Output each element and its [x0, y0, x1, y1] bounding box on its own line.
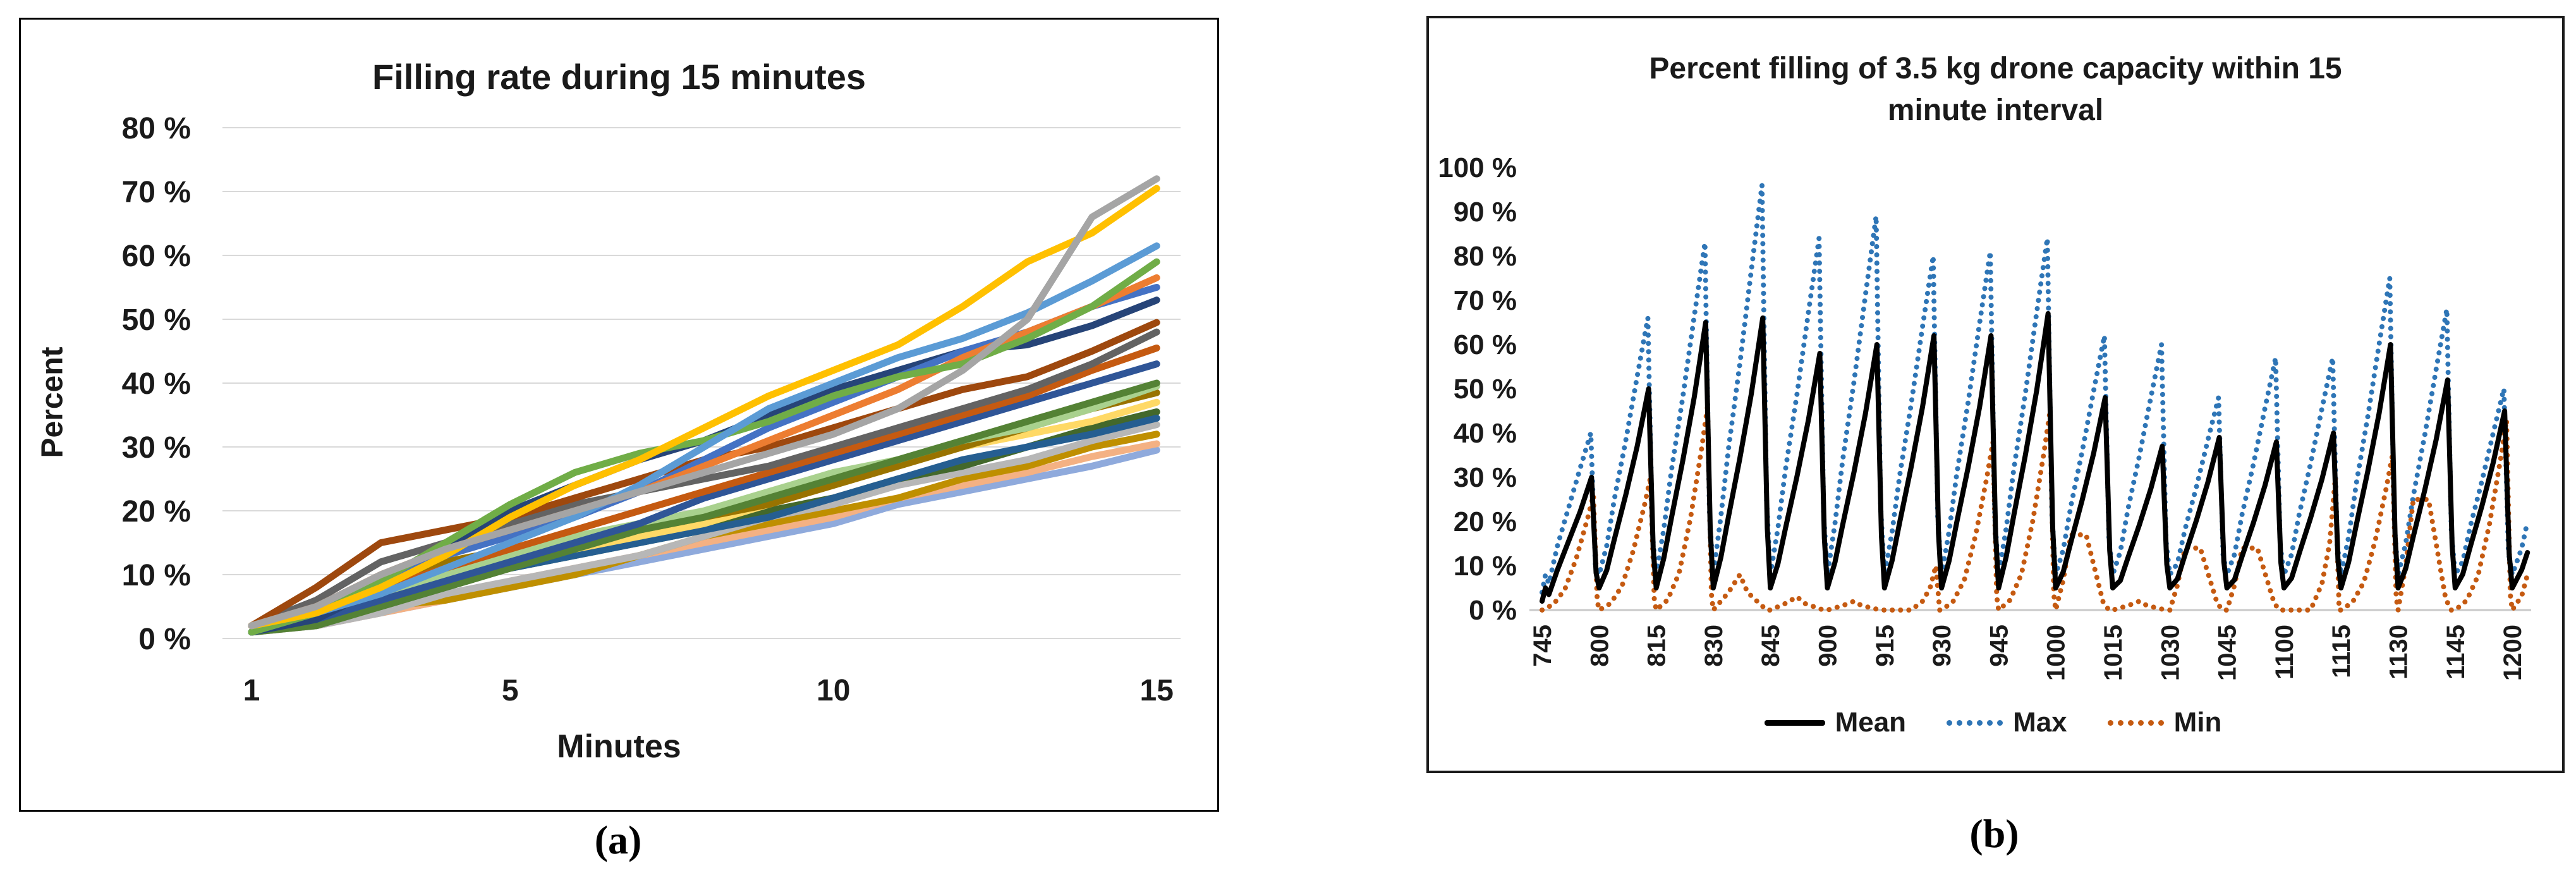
chart-a-x-ticks: 1 5 10 15 — [243, 674, 1174, 707]
y-tick-label: 0 % — [138, 623, 191, 656]
chart-a-title: Filling rate during 15 minutes — [372, 57, 866, 97]
y-tick-label: 60 % — [1454, 329, 1517, 360]
x-tick-label: 1045 — [2214, 625, 2242, 681]
chart-a-y-axis-label: Percent — [35, 346, 70, 458]
series-line-11 — [248, 360, 1160, 636]
x-tick-label: 1100 — [2271, 625, 2299, 680]
x-tick-label: 845 — [1757, 625, 1785, 667]
chart-a-series — [248, 175, 1160, 636]
mean-line-icon — [1764, 719, 1825, 726]
y-tick-label: 20 % — [122, 495, 191, 529]
panel-a: Filling rate during 15 minutes Percent M… — [19, 18, 1219, 812]
series-line-21 — [248, 175, 1160, 630]
x-tick-label: 1015 — [2099, 625, 2127, 681]
legend-label-min: Min — [2173, 707, 2222, 738]
series-line-19 — [248, 242, 1160, 630]
caption-a: (a) — [594, 817, 642, 862]
chart-a-y-ticks: 0 % 10 % 20 % 30 % 40 % 50 % 60 % 70 % 80 % — [122, 112, 191, 656]
y-tick-label: 100 % — [1438, 152, 1517, 183]
y-tick-label: 50 % — [122, 303, 191, 337]
x-tick-label: 930 — [1928, 625, 1956, 667]
x-tick-label: 1030 — [2156, 625, 2184, 681]
x-tick-label: 10 — [817, 674, 850, 707]
y-tick-label: 70 % — [1454, 285, 1517, 316]
legend-item-max: Max — [1947, 707, 2067, 738]
x-tick-label: 1000 — [2043, 625, 2070, 681]
chart-a-x-axis-label: Minutes — [557, 728, 681, 765]
legend-item-min: Min — [2107, 707, 2222, 738]
x-tick-label: 800 — [1586, 625, 1613, 667]
y-tick-label: 80 % — [122, 112, 191, 145]
panel-b: Percent filling of 3.5 kg drone capacity… — [1426, 16, 2565, 773]
series-line-20 — [248, 185, 1160, 630]
y-tick-label: 60 % — [122, 240, 191, 273]
chart-b-series — [1540, 183, 2530, 613]
y-tick-label: 30 % — [1454, 462, 1517, 493]
y-tick-label: 50 % — [1454, 374, 1517, 405]
x-tick-label: 915 — [1871, 625, 1899, 667]
y-tick-label: 30 % — [122, 431, 191, 465]
series-line-13 — [248, 328, 1160, 630]
x-tick-label: 1145 — [2442, 625, 2470, 680]
y-tick-label: 70 % — [122, 176, 191, 209]
x-tick-label: 15 — [1140, 674, 1174, 707]
caption-b: (b) — [1969, 811, 2019, 856]
x-tick-label: 945 — [1985, 625, 2013, 667]
series-line-04 — [248, 421, 1160, 636]
x-tick-label: 745 — [1529, 625, 1557, 667]
y-tick-label: 80 % — [1454, 241, 1517, 272]
x-tick-label: 1115 — [2328, 625, 2355, 678]
series-max — [1540, 183, 2530, 595]
y-tick-label: 90 % — [1454, 197, 1517, 228]
x-tick-label: 1200 — [2499, 625, 2527, 681]
y-tick-label: 40 % — [122, 367, 191, 401]
y-tick-label: 0 % — [1469, 595, 1517, 626]
chart-b-x-ticks: 745 800 815 830 845 900 915 930 945 1000 1015 1030 1… — [1529, 625, 2527, 681]
legend-label-mean: Mean — [1835, 707, 1907, 738]
y-tick-label: 10 % — [122, 559, 191, 592]
x-tick-label: 5 — [502, 674, 519, 707]
x-tick-label: 1130 — [2385, 625, 2413, 680]
max-dots-icon — [1947, 719, 2003, 726]
x-tick-label: 1 — [243, 674, 260, 707]
y-tick-label: 40 % — [1454, 418, 1517, 449]
y-tick-label: 10 % — [1454, 551, 1517, 582]
chart-b-title-line2: minute interval — [1887, 94, 2104, 127]
legend-label-max: Max — [2013, 707, 2067, 738]
x-tick-label: 900 — [1814, 625, 1842, 667]
series-line-10 — [248, 379, 1160, 636]
x-tick-label: 815 — [1643, 625, 1671, 667]
legend-item-mean: Mean — [1764, 707, 1907, 738]
series-mean — [1540, 311, 2530, 604]
chart-b-y-ticks: 0 % 10 % 20 % 30 % 40 % 50 % 60 % 70 % 80 % 90 % 1… — [1438, 152, 1517, 626]
min-dots-icon — [2107, 719, 2164, 726]
chart-b-legend: Mean Max Min — [1426, 707, 2560, 738]
series-line-12 — [248, 345, 1160, 636]
x-tick-label: 830 — [1700, 625, 1728, 667]
chart-b-title-line1: Percent filling of 3.5 kg drone capacity… — [1649, 52, 2342, 85]
y-tick-label: 20 % — [1454, 506, 1517, 537]
